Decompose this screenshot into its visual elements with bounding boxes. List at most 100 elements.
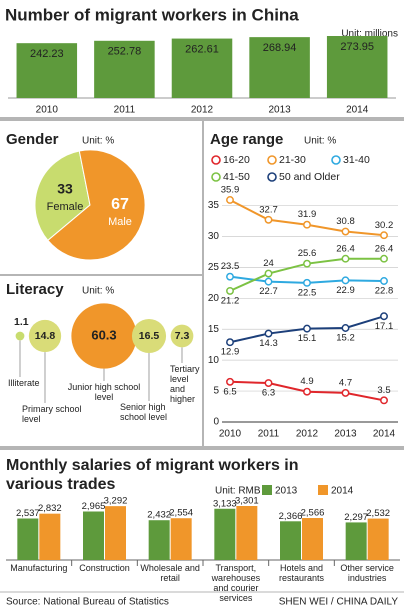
value-label: 60.3 (91, 327, 116, 342)
chart-title: Monthly salaries of migrant workers in v… (6, 457, 299, 493)
legend-marker (211, 155, 221, 165)
legend-label: 2014 (331, 486, 354, 497)
marker (264, 269, 273, 278)
chart-title: Literacy (6, 281, 64, 298)
value-label: 4.9 (300, 376, 313, 387)
value-label: 26.4 (336, 243, 355, 254)
value-label: 268.94 (263, 42, 297, 54)
value-label: 25.6 (298, 248, 317, 259)
x-tick-label: Hotels and restaurants (278, 563, 324, 583)
value-label: 22.8 (375, 286, 394, 297)
marker (303, 387, 311, 396)
value-label: 262.61 (185, 43, 219, 55)
value-label: 2,537 (16, 508, 40, 519)
value-label: 2,554 (169, 508, 193, 519)
bubble (15, 331, 25, 341)
x-tick-label: Other service industries (340, 563, 394, 583)
value-label: 2,532 (366, 508, 390, 519)
marker (380, 396, 388, 405)
marker (341, 388, 350, 397)
legend-label: 2013 (275, 486, 298, 497)
x-tick-label: 2014 (373, 429, 396, 440)
y-tick-label: 30 (208, 231, 220, 242)
category-label: Primary school level (22, 404, 82, 424)
bar (345, 522, 367, 560)
x-tick-label: Transport, warehouses and courier servic… (211, 563, 261, 603)
y-tick-label: 20 (208, 293, 220, 304)
pie-slice (34, 150, 91, 242)
marker (226, 286, 234, 295)
value-label: 15.1 (298, 333, 317, 344)
legend-marker (211, 172, 221, 182)
value-label: 23.5 (221, 261, 240, 272)
unit: Unit: RMB (215, 486, 261, 497)
marker (341, 227, 350, 236)
unit: Unit: % (82, 286, 114, 297)
category-label: Tertiary level and higher (170, 364, 200, 404)
marker (264, 215, 273, 224)
value-label: 2,566 (301, 508, 325, 519)
x-tick-label: 2010 (36, 105, 59, 116)
x-tick-label: Wholesale and retail (140, 563, 200, 583)
bar (367, 518, 389, 560)
category-label: Junior high school level (67, 382, 141, 402)
legend-label: 50 and Older (279, 171, 340, 183)
bar (148, 520, 170, 560)
bar (170, 518, 192, 560)
value-label: 2,432 (147, 510, 171, 521)
x-tick-label: Construction (79, 563, 130, 573)
marker (303, 278, 311, 287)
x-tick-label: 2014 (346, 105, 369, 116)
x-tick-label: 2011 (114, 105, 136, 116)
divider (0, 446, 404, 450)
pie-slice (47, 149, 146, 261)
marker (380, 277, 388, 285)
value-label: 273.95 (340, 41, 374, 53)
slice-label: Female (47, 201, 84, 213)
x-tick-label: 2010 (219, 429, 242, 440)
legend-swatch (262, 485, 272, 495)
marker (303, 220, 311, 229)
value-label: 6.3 (262, 388, 275, 399)
legend-label: 31-40 (343, 154, 370, 166)
bar (326, 36, 388, 98)
bar (214, 508, 236, 560)
marker (341, 276, 350, 285)
x-tick-label: 2013 (334, 429, 357, 440)
value-label: 2,297 (344, 512, 368, 523)
x-tick-label: 2012 (191, 105, 214, 116)
bar (105, 506, 126, 560)
legend-swatch (318, 485, 328, 495)
value-label: 4.7 (339, 377, 352, 388)
bar (280, 521, 301, 560)
value-label: 31.9 (298, 209, 317, 220)
bar (171, 38, 233, 98)
marker (264, 277, 273, 286)
marker (264, 379, 273, 387)
value-label: 2,832 (38, 503, 62, 514)
bar (249, 37, 310, 98)
x-tick-label: Manufacturing (10, 563, 68, 573)
value-label: 67 (111, 196, 129, 213)
legend-label: 16-20 (223, 154, 250, 166)
slice-label: Male (108, 216, 132, 228)
y-tick-label: 0 (213, 417, 219, 428)
y-tick-label: 25 (208, 262, 220, 273)
marker (303, 324, 311, 333)
divider (202, 121, 204, 447)
value-label: 16.5 (139, 330, 160, 342)
value-label: 30.8 (336, 216, 355, 227)
bubble (170, 324, 194, 348)
marker (264, 329, 273, 338)
bar (39, 513, 61, 560)
bar (17, 518, 39, 560)
value-label: 7.3 (175, 330, 190, 342)
value-label: 22.9 (336, 285, 355, 296)
legend-marker (331, 155, 341, 165)
bar (236, 506, 258, 560)
bar (83, 511, 104, 560)
value-label: 2,366 (279, 511, 303, 522)
unit: Unit: % (304, 136, 336, 147)
category-label: Senior high school level (120, 402, 168, 422)
